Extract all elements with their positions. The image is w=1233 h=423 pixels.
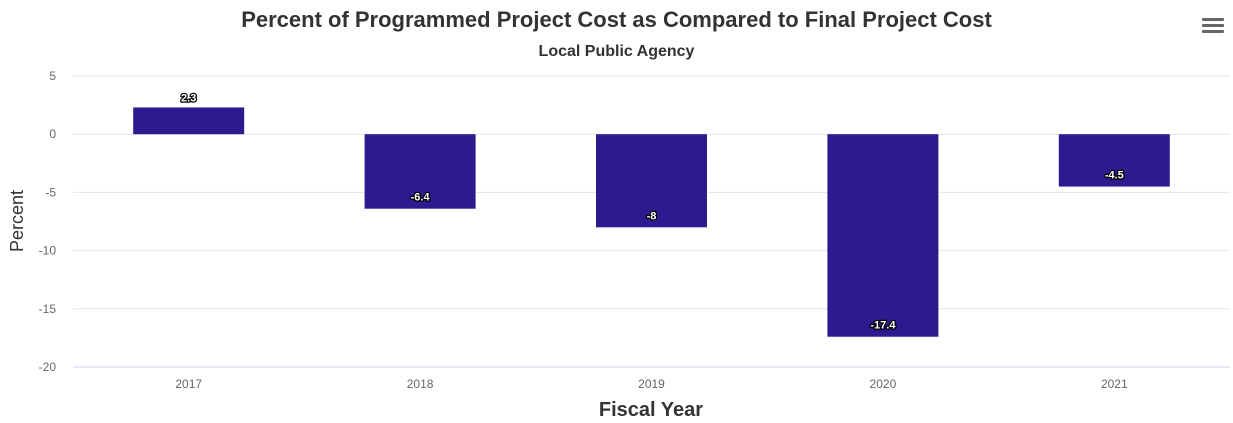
bar-2019[interactable]: [596, 134, 707, 228]
hamburger-menu-icon[interactable]: [1202, 18, 1224, 36]
y-axis-ticks: 5 0 -5 -10 -15 -20: [39, 69, 57, 374]
bar-2018[interactable]: [364, 134, 476, 209]
y-tick-label: -15: [39, 302, 57, 316]
x-tick-label: 2019: [638, 377, 665, 391]
bar-2017[interactable]: [133, 107, 245, 135]
data-label-2018: -6.4: [411, 192, 431, 204]
bars: [133, 107, 1170, 337]
y-tick-label: -5: [45, 185, 56, 199]
x-axis-ticks: 2017 2018 2019 2020 2021: [175, 377, 1128, 391]
y-tick-label: 5: [49, 69, 56, 83]
gridlines: [73, 75, 1230, 310]
data-label-2019: -8: [647, 210, 657, 222]
chart-subtitle: Local Public Agency: [538, 43, 695, 60]
data-labels: 2.3 -6.4 -8 -17.4 -4.5: [180, 91, 1125, 333]
data-label-2020: -17.4: [870, 320, 896, 332]
y-axis-title: Percent: [7, 190, 27, 252]
bar-2021[interactable]: [1058, 134, 1170, 187]
y-tick-label: 0: [49, 127, 56, 141]
x-tick-label: 2017: [175, 377, 202, 391]
data-label-2017: 2.3: [181, 92, 196, 104]
x-tick-label: 2021: [1101, 377, 1128, 391]
bar-2020[interactable]: [827, 134, 939, 337]
x-axis-title: Fiscal Year: [599, 399, 703, 421]
y-tick-label: -20: [39, 360, 57, 374]
x-tick-label: 2020: [870, 377, 897, 391]
y-tick-label: -10: [39, 244, 57, 258]
chart-title: Percent of Programmed Project Cost as Co…: [241, 7, 992, 32]
x-tick-label: 2018: [407, 377, 434, 391]
data-label-2021: -4.5: [1105, 170, 1124, 182]
